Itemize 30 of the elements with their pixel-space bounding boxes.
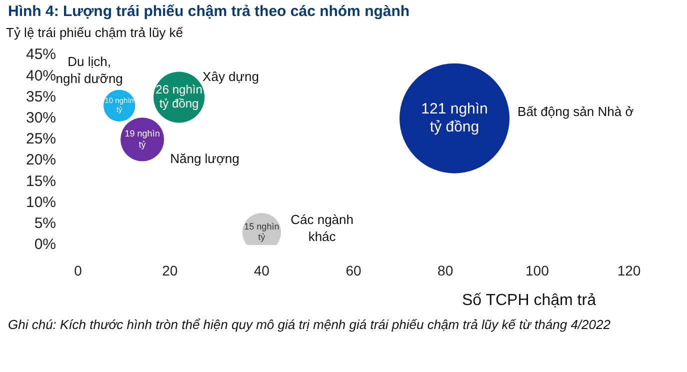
series-label: Bất động sản Nhà ở bbox=[518, 104, 634, 119]
y-tick-label: 45% bbox=[26, 46, 56, 64]
annotation: 121 nghìn tỷ đồng bbox=[421, 100, 488, 136]
y-tick-label: 15% bbox=[26, 172, 56, 190]
x-tick-label: 20 bbox=[162, 262, 178, 278]
y-tick-label: 35% bbox=[26, 88, 56, 106]
y-tick-label: 25% bbox=[26, 130, 56, 148]
annotation: 15 nghìn tỷ bbox=[244, 221, 280, 242]
x-tick-label: 80 bbox=[438, 262, 454, 278]
x-tick-label: 100 bbox=[525, 262, 550, 278]
y-tick-label: 10% bbox=[26, 194, 56, 211]
annotation: 26 nghìn tỷ đồng bbox=[156, 82, 202, 111]
y-tick-label: 40% bbox=[26, 67, 56, 84]
y-tick-label: 20% bbox=[26, 152, 56, 169]
x-tick-label: 0 bbox=[74, 262, 82, 278]
y-tick-label: 30% bbox=[26, 109, 56, 126]
x-tick-label: 40 bbox=[254, 262, 270, 278]
series-label: Du lịch, nghỉ dưỡng bbox=[56, 54, 123, 86]
annotation: 19 nghìn tỷ bbox=[124, 128, 160, 150]
text: Ghi chú: Kích thước hình tròn thể hiện quy mô giá trị mệnh giá trái phiếu chậm trả lũy kế từ tháng 4/2022 bbox=[8, 316, 610, 334]
y-tick-label: 5% bbox=[34, 215, 56, 232]
series-label: Năng lượng bbox=[170, 151, 240, 166]
chart-title: Hình 4: Lượng trái phiếu chậm trả theo các nhóm ngành bbox=[8, 3, 410, 20]
x-tick-label: 60 bbox=[346, 262, 362, 278]
series-label: Các ngành khác bbox=[290, 212, 354, 244]
x-axis-title: Số TCPH chậm trả bbox=[462, 292, 596, 310]
y-tick-label: 0% bbox=[34, 236, 56, 254]
x-tick-label: 120 bbox=[617, 262, 641, 278]
y-axis-title: Tỷ lệ trái phiếu chậm trả lũy kế bbox=[6, 25, 184, 40]
series-label: Xây dựng bbox=[202, 68, 259, 84]
